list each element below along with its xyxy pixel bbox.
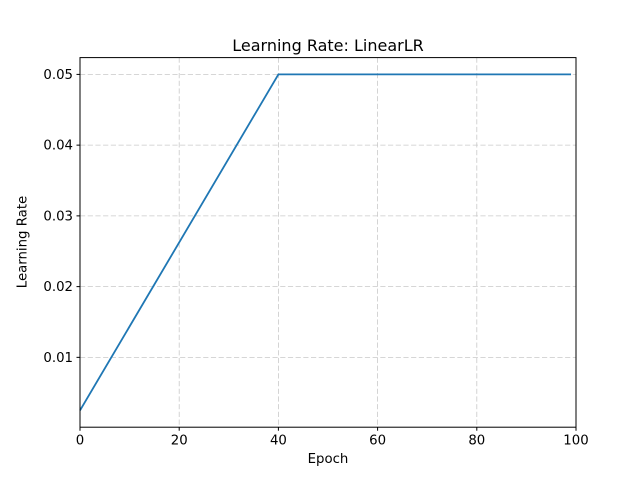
y-axis-label: Learning Rate bbox=[15, 195, 31, 289]
plot-border bbox=[79, 57, 577, 428]
x-tick-label: 40 bbox=[270, 434, 287, 449]
x-tick-label: 60 bbox=[369, 434, 386, 449]
lr-schedule-line bbox=[79, 73, 572, 411]
x-tick-label: 80 bbox=[468, 434, 485, 449]
x-tick-label: 20 bbox=[171, 434, 188, 449]
x-tick-label: 0 bbox=[76, 434, 84, 449]
x-axis-label: Epoch bbox=[307, 452, 349, 467]
chart-title: Learning Rate: LinearLR bbox=[232, 36, 424, 55]
y-tick-label: 0.01 bbox=[43, 351, 73, 366]
y-tick-label: 0.03 bbox=[43, 209, 73, 224]
y-tick-label: 0.04 bbox=[43, 139, 73, 154]
x-tick-label: 100 bbox=[563, 434, 588, 449]
y-tick-label: 0.05 bbox=[43, 68, 73, 83]
y-tick-label: 0.02 bbox=[43, 280, 73, 295]
